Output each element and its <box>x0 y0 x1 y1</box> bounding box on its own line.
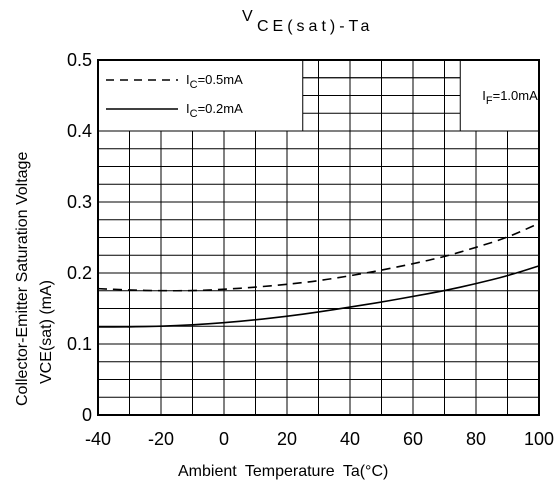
y-tick-label: 0.2 <box>67 263 92 283</box>
chart-title-main: V <box>242 8 253 25</box>
y-tick-label: 0.4 <box>67 121 92 141</box>
y-tick-label: 0.5 <box>67 50 92 70</box>
plot-frame <box>97 59 540 416</box>
legend-box <box>97 59 304 132</box>
y-tick-label: 0.1 <box>67 334 92 354</box>
series-line-2 <box>98 265 540 328</box>
x-tick-label: 80 <box>466 429 486 449</box>
y-tick-label: 0.3 <box>67 192 92 212</box>
x-tick-label: 40 <box>340 429 360 449</box>
legend-label-2: IC=0.2mA <box>186 101 243 120</box>
y-tick-label: 0 <box>82 405 92 425</box>
annotation-text: IF=1.0mA <box>482 88 538 107</box>
x-tick-label: 100 <box>524 429 554 449</box>
legend-label-1: IC=0.5mA <box>186 72 243 91</box>
x-tick-label: 0 <box>219 429 229 449</box>
annotation-box <box>459 59 540 132</box>
x-axis-label: Ambient Temperature Ta(°C) <box>178 463 389 480</box>
chart-title-subscript: CE(sat)-Ta <box>257 18 374 35</box>
x-tick-label: -40 <box>85 429 111 449</box>
x-tick-label: 20 <box>277 429 297 449</box>
x-tick-label: -20 <box>148 429 174 449</box>
x-tick-label: 60 <box>403 429 423 449</box>
